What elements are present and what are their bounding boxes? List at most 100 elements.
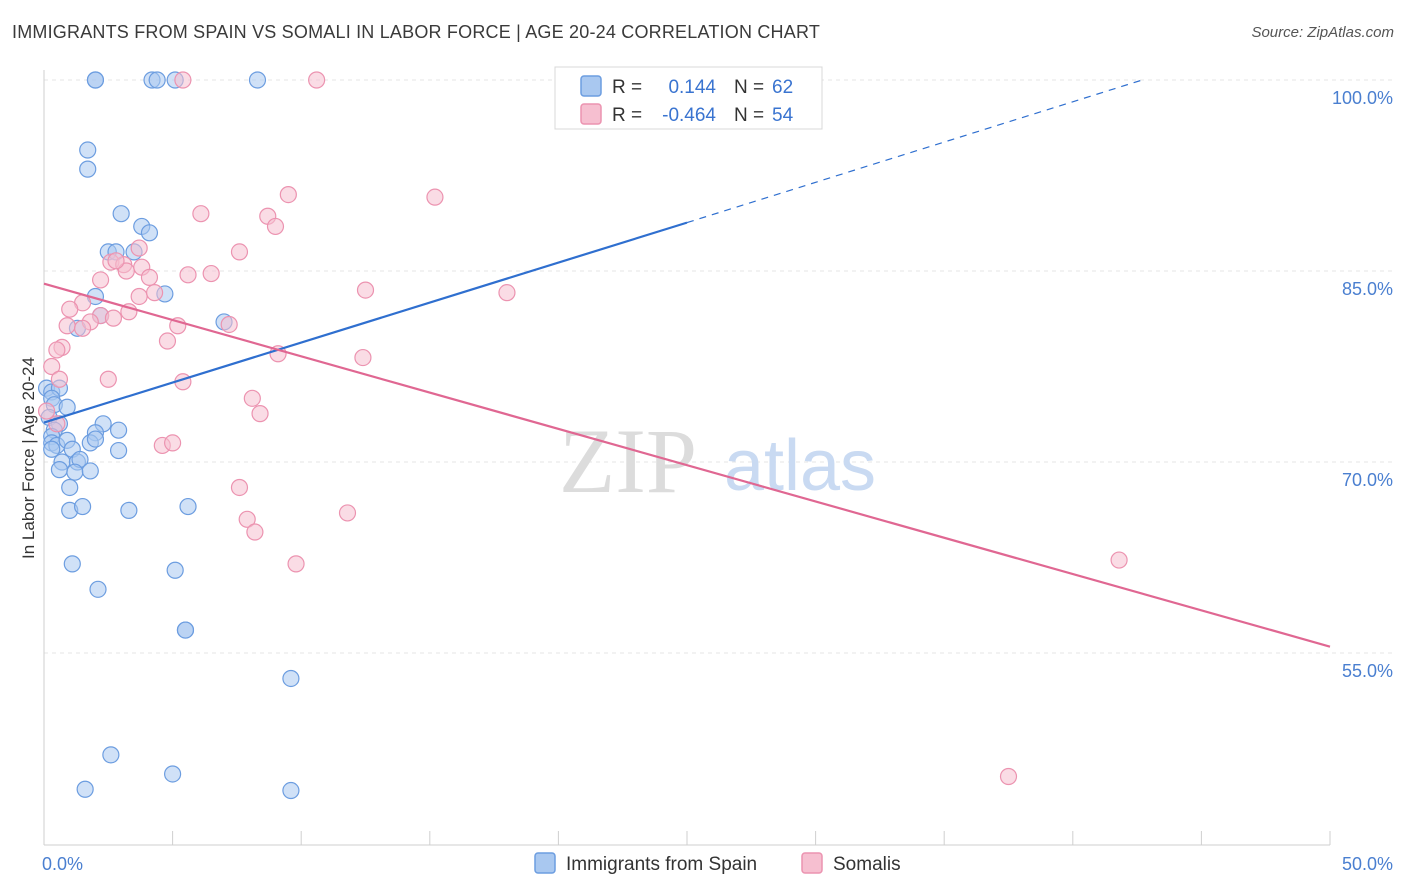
source-credit: Source: ZipAtlas.com <box>1251 24 1394 41</box>
somalis-point <box>202 264 220 283</box>
spain-point <box>79 160 97 178</box>
series-spain-points <box>37 71 593 800</box>
legend-n-label-spain: N = <box>734 77 764 98</box>
somalis-point <box>179 266 197 284</box>
bottom-legend-label-somalis: Somalis <box>833 854 901 875</box>
y-tick-label: 100.0% <box>1332 88 1393 108</box>
somalis-point <box>279 186 297 204</box>
axes <box>43 70 1331 846</box>
spain-point <box>248 71 267 89</box>
somalis-point <box>58 317 76 335</box>
bottom-legend-label-spain: Immigrants from Spain <box>566 854 757 875</box>
somalis-point <box>107 252 125 270</box>
somalis-point <box>266 217 285 236</box>
spain-point <box>120 501 138 519</box>
y-tick-label: 70.0% <box>1342 470 1393 490</box>
somalis-point <box>1110 551 1128 569</box>
y-tick-label: 85.0% <box>1342 279 1393 299</box>
watermark-zip: ZIP <box>559 410 697 512</box>
legend-n-value-somalis: 54 <box>772 105 794 126</box>
spain-point <box>148 71 166 89</box>
somalis-point <box>158 332 177 350</box>
spain-point <box>63 555 81 573</box>
somalis-point <box>308 71 326 89</box>
series-somalis-points <box>37 71 1128 786</box>
spain-point <box>164 765 182 783</box>
somalis-point <box>354 348 372 367</box>
somalis-point <box>91 271 110 289</box>
spain-point <box>109 421 128 439</box>
somalis-point <box>238 510 256 528</box>
spain-trend-extension <box>686 79 1143 224</box>
somalis-point <box>246 523 264 541</box>
somalis-point <box>99 370 117 388</box>
somalis-point <box>498 284 516 302</box>
spain-point <box>282 781 300 800</box>
somalis-point <box>174 71 192 89</box>
somalis-point <box>37 402 56 420</box>
somalis-point <box>230 478 249 497</box>
spain-point <box>166 561 184 579</box>
somalis-point <box>426 188 444 206</box>
chart-title: IMMIGRANTS FROM SPAIN VS SOMALI IN LABOR… <box>12 22 821 42</box>
x-tick-label: 50.0% <box>1342 854 1393 874</box>
somalis-point <box>50 370 69 388</box>
legend-r-label-spain: R = <box>612 77 642 98</box>
tick-labels: 100.0% 85.0% 70.0% 55.0% 0.0% 50.0% <box>42 88 1393 874</box>
somalis-point <box>43 357 61 376</box>
legend-n-value-spain: 62 <box>772 77 793 98</box>
somalis-point <box>61 300 79 318</box>
legend-r-value-spain: 0.144 <box>668 77 716 98</box>
spain-point <box>89 580 107 598</box>
somalis-point <box>130 239 148 257</box>
spain-point <box>81 462 99 480</box>
watermark-atlas: atlas <box>724 426 876 506</box>
somalis-point <box>230 243 249 261</box>
watermark: ZIP atlas <box>559 410 876 512</box>
somalis-point <box>338 504 357 522</box>
spain-point <box>73 497 92 516</box>
spain-point <box>176 621 195 639</box>
somalis-point <box>104 309 123 327</box>
somalis-point <box>220 315 238 334</box>
somalis-point <box>287 555 305 573</box>
somalis-point <box>243 389 261 407</box>
spain-point <box>76 780 94 798</box>
somalis-point <box>192 205 210 223</box>
spain-point <box>86 430 105 448</box>
somalis-point <box>999 767 1018 786</box>
spain-trend-line <box>43 221 688 424</box>
legend-r-value-somalis: -0.464 <box>662 105 716 126</box>
y-tick-label: 55.0% <box>1342 661 1393 681</box>
somalis-point <box>73 319 92 337</box>
somalis-point <box>117 262 135 280</box>
legend-swatch-somalis <box>580 103 602 125</box>
somalis-point <box>356 281 375 299</box>
x-tick-label: 0.0% <box>42 854 83 874</box>
legend-r-label-somalis: R = <box>612 105 642 126</box>
legend-n-label-somalis: N = <box>734 105 764 126</box>
spain-point <box>79 141 97 159</box>
spain-point <box>43 440 61 458</box>
bottom-legend-swatch-somalis <box>801 852 823 874</box>
spain-point <box>86 71 105 89</box>
spain-point <box>61 478 79 497</box>
somalis-point <box>145 284 164 302</box>
spain-point <box>179 497 197 516</box>
spain-point <box>140 224 159 242</box>
spain-point <box>109 441 128 460</box>
somalis-point <box>48 341 66 359</box>
somalis-trend-line <box>43 282 1331 648</box>
spain-point <box>66 463 84 481</box>
somalis-point <box>140 268 159 286</box>
somalis-point <box>130 287 148 306</box>
somalis-point <box>251 405 269 423</box>
spain-point <box>102 746 120 764</box>
spain-point <box>112 205 130 223</box>
spain-point <box>282 669 300 688</box>
correlation-legend: R = 0.144 N = 62 R = -0.464 N = 54 <box>554 66 823 130</box>
somalis-point <box>164 434 182 452</box>
bottom-legend-swatch-spain <box>534 852 556 874</box>
grid <box>44 79 1392 654</box>
